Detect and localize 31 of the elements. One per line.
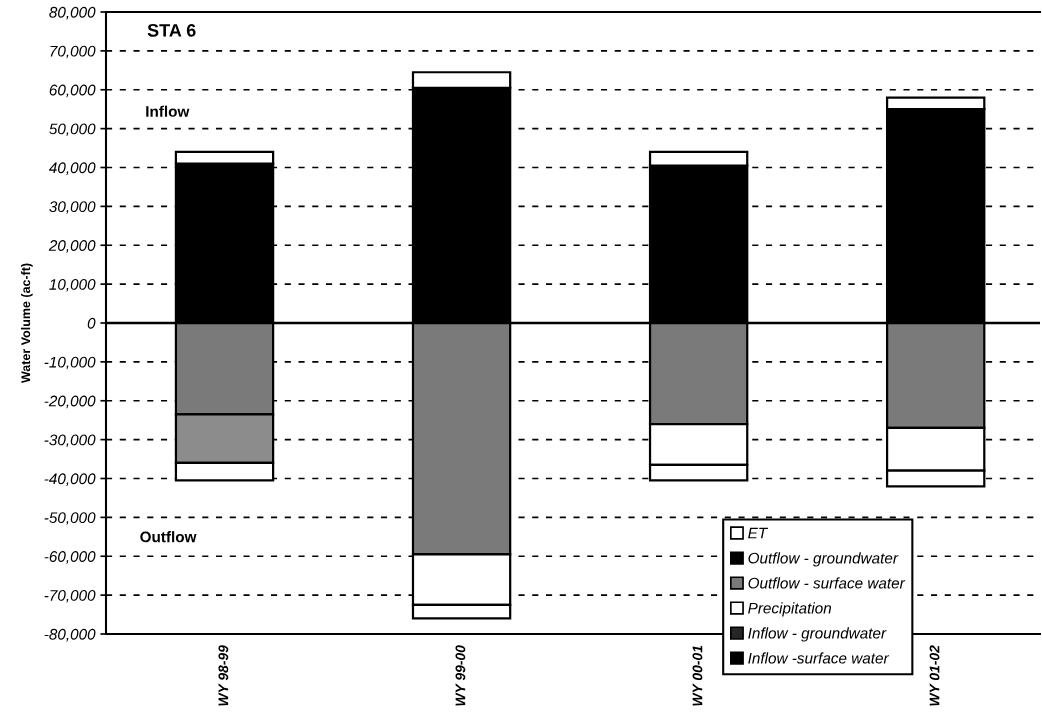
legend-label: Precipitation [748,602,832,617]
y-tick-label: -20,000 [44,395,96,409]
y-tick-label: -70,000 [44,589,96,603]
x-tick-label: WY 99-00 [455,645,466,706]
y-tick-label: 50,000 [49,123,96,137]
legend-label: Outflow - surface water [748,577,906,589]
y-axis-title: Water Volume (ac-ft) [21,263,33,384]
legend-label: Inflow - groundwater [748,627,887,642]
y-tick-label: -80,000 [44,628,96,642]
x-tick-label: WY 00-01 [692,645,703,706]
text: STA 6 [147,23,196,37]
y-tick-label: 70,000 [50,45,96,59]
legend-label: Outflow - groundwater [748,552,899,567]
annotation: Outflow [140,531,197,543]
y-tick-label: 20,000 [48,240,96,253]
y-tick-label: -30,000 [44,434,96,448]
legend-label: Inflow -surface water [748,652,890,664]
y-tick-label: -40,000 [44,473,96,486]
y-tick-label: -10,000 [44,356,96,370]
y-tick-label: 60,000 [49,84,96,98]
y-tick-label: 30,000 [49,201,96,214]
y-tick-label: -60,000 [44,551,96,564]
y-tick-label: 0 [87,317,96,329]
annotation: Inflow [146,105,190,117]
x-tick-label: WY 98-99 [218,645,229,706]
legend-label: ET [748,527,769,539]
y-tick-label: 40,000 [48,162,96,175]
y-tick-label: 10,000 [49,278,96,292]
y-tick-label: -50,000 [44,512,96,525]
y-tick-label: 80,000 [49,6,96,20]
x-tick-label: WY 01-02 [929,645,940,706]
